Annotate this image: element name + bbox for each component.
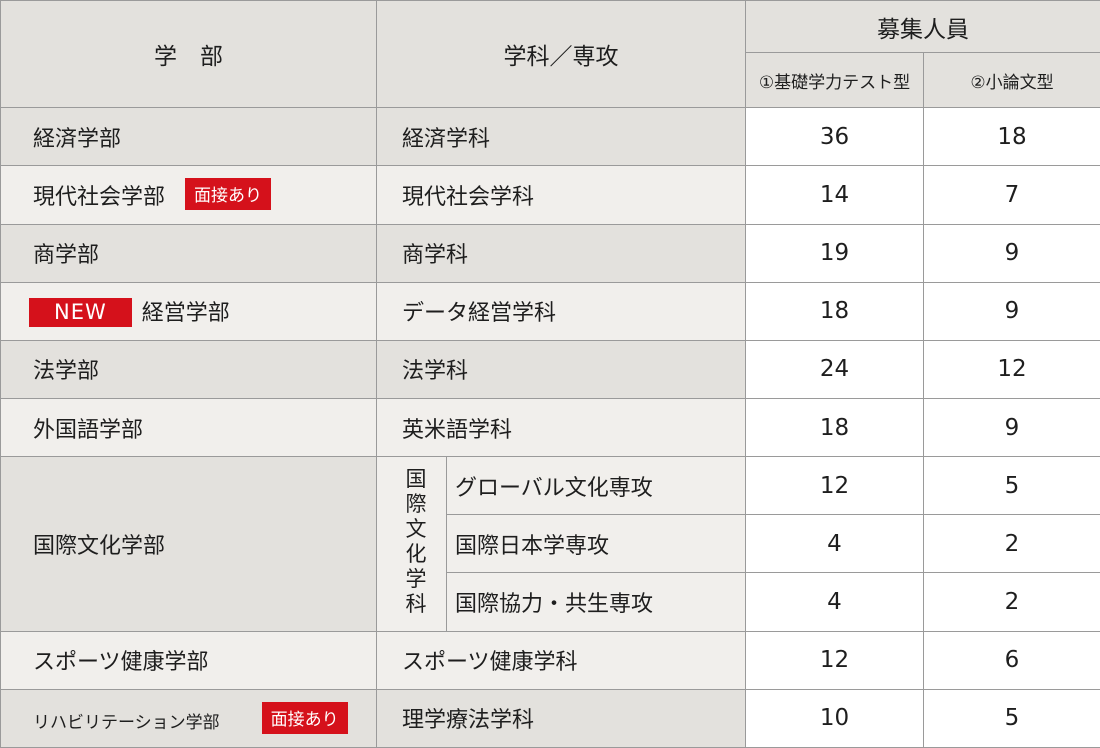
value-cell: 19 <box>745 223 924 283</box>
faculty-cell: 外国語学部 <box>0 397 377 458</box>
faculty-cell: リハビリテーション学部 面接あり <box>0 688 377 748</box>
faculty-cell: 現代社会学部 面接あり <box>0 165 377 225</box>
course-cell: グローバル文化専攻 <box>446 456 746 516</box>
value-cell: 18 <box>745 397 924 458</box>
table-row: 国際文化学部 国際文化学科 グローバル文化専攻 12 5 <box>0 456 1100 632</box>
interview-badge: 面接あり <box>185 178 272 211</box>
department-cell: 現代社会学科 <box>376 165 746 225</box>
value-cell: 5 <box>923 456 1100 516</box>
faculty-name: 現代社会学部 <box>33 185 166 211</box>
department-cell: スポーツ健康学科 <box>376 630 746 690</box>
interview-badge: 面接あり <box>261 702 348 735</box>
value-cell: 18 <box>923 107 1100 167</box>
value-cell: 36 <box>745 107 924 167</box>
value-cell: 10 <box>745 688 924 748</box>
value-cell: 6 <box>923 630 1100 690</box>
faculty-cell: NEW 経営学部 <box>0 281 377 341</box>
department-cell: 理学療法学科 <box>376 688 746 748</box>
department-cell: 商学科 <box>376 223 746 283</box>
value-cell: 12 <box>745 630 924 690</box>
header-faculty: 学 部 <box>0 0 377 109</box>
faculty-cell: 経済学部 <box>0 107 377 167</box>
value-cell: 18 <box>745 281 924 341</box>
value-cell: 9 <box>923 281 1100 341</box>
department-vertical-cell: 国際文化学科 <box>376 456 447 632</box>
table-row: 経済学部 経済学科 36 18 <box>0 107 1100 167</box>
faculty-cell: 商学部 <box>0 223 377 283</box>
value-cell: 4 <box>745 572 924 632</box>
course-cell: 国際協力・共生専攻 <box>446 572 746 632</box>
department-cell: 法学科 <box>376 339 746 399</box>
header-method-2: ②小論文型 <box>923 52 1100 109</box>
faculty-cell: 国際文化学部 <box>0 456 377 632</box>
faculty-name: 経営学部 <box>141 301 230 327</box>
value-cell: 9 <box>923 397 1100 458</box>
department-vertical-label: 国際文化学科 <box>405 467 427 617</box>
department-cell: 英米語学科 <box>376 397 746 458</box>
new-badge: NEW <box>29 298 132 328</box>
table-row: 外国語学部 英米語学科 18 9 <box>0 397 1100 458</box>
course-cell: 国際日本学専攻 <box>446 514 746 574</box>
faculty-cell: 法学部 <box>0 339 377 399</box>
table-row: NEW 経営学部 データ経営学科 18 9 <box>0 281 1100 341</box>
table-row: 法学部 法学科 24 12 <box>0 339 1100 399</box>
faculty-cell: スポーツ健康学部 <box>0 630 377 690</box>
faculty-name: リハビリテーション学部 <box>33 713 220 734</box>
value-cell: 5 <box>923 688 1100 748</box>
table-row: 国際協力・共生専攻 4 2 <box>1 572 1100 632</box>
header-department: 学科／専攻 <box>376 0 746 109</box>
table-row: 現代社会学部 面接あり 現代社会学科 14 7 <box>0 165 1100 225</box>
department-cell: 経済学科 <box>376 107 746 167</box>
value-cell: 2 <box>923 514 1100 574</box>
value-cell: 12 <box>745 456 924 516</box>
value-cell: 12 <box>923 339 1100 399</box>
value-cell: 9 <box>923 223 1100 283</box>
table-row: スポーツ健康学部 スポーツ健康学科 12 6 <box>0 630 1100 690</box>
value-cell: 24 <box>745 339 924 399</box>
department-cell: データ経営学科 <box>376 281 746 341</box>
value-cell: 4 <box>745 514 924 574</box>
header-method-1: ①基礎学力テスト型 <box>745 52 924 109</box>
header-recruit: 募集人員 <box>745 0 1100 54</box>
table-row: 商学部 商学科 19 9 <box>0 223 1100 283</box>
value-cell: 14 <box>745 165 924 225</box>
value-cell: 7 <box>923 165 1100 225</box>
value-cell: 2 <box>923 572 1100 632</box>
table-row: リハビリテーション学部 面接あり 理学療法学科 10 5 <box>0 688 1100 748</box>
